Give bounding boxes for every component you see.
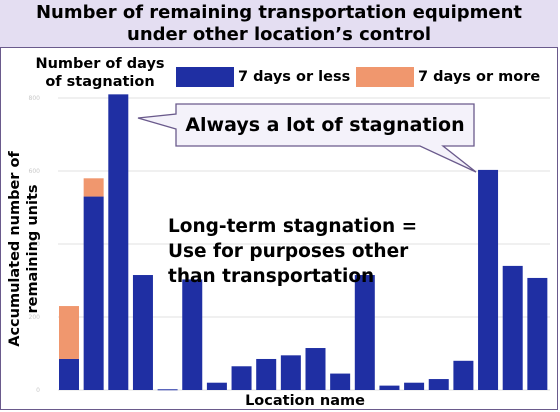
legend-item-long: 7 days or more <box>356 67 540 87</box>
bar-7-days-or-more <box>83 178 104 197</box>
bar-7-days-or-less <box>206 382 227 390</box>
legend-label-short: 7 days or less <box>238 69 351 85</box>
y-tick-label: 800 <box>29 95 41 102</box>
y-tick-label: 0 <box>36 387 40 394</box>
bar-7-days-or-more <box>59 306 79 359</box>
legend-item-short: 7 days or less <box>176 67 350 87</box>
annotation-line-2: Use for purposes other <box>168 241 409 262</box>
bar-7-days-or-less <box>428 379 449 390</box>
annotation-text: Long-term stagnation = Use for purposes … <box>168 214 468 289</box>
y-tick-label: 200 <box>29 314 41 321</box>
callout-bubble <box>137 103 477 173</box>
legend-title-line-2: of stagnation <box>45 74 155 90</box>
bar-7-days-or-less <box>83 196 104 390</box>
bar-7-days-or-less <box>453 360 474 390</box>
y-tick-label: 400 <box>29 241 41 248</box>
bar-7-days-or-less <box>108 94 129 390</box>
bar-7-days-or-less <box>478 169 499 390</box>
bars <box>59 94 548 391</box>
bar-7-days-or-less <box>132 275 153 390</box>
annotation-line-1: Long-term stagnation = <box>168 216 418 237</box>
bar-7-days-or-less <box>527 277 548 390</box>
chart-title: Number of remaining transportation equip… <box>0 0 558 48</box>
y-tick-label: 600 <box>29 168 41 175</box>
bar-7-days-or-less <box>354 275 375 390</box>
chart-title-line-1: Number of remaining transportation equip… <box>35 1 523 23</box>
legend-label-long: 7 days or more <box>418 69 541 85</box>
bar-7-days-or-less <box>502 265 523 390</box>
y-tick-labels: 0 200 400 600 800 <box>29 95 41 394</box>
legend-swatch-short <box>176 67 234 87</box>
bar-7-days-or-less <box>182 279 203 390</box>
bar-7-days-or-less <box>305 348 326 390</box>
callout-text: Always a lot of stagnation <box>185 114 465 136</box>
x-axis-label: Location name <box>245 393 365 409</box>
annotation-line-3: than transportation <box>168 266 375 287</box>
bar-7-days-or-less <box>280 355 301 390</box>
y-axis-label: Accumulated number of remaining units <box>7 151 41 347</box>
chart-title-line-2: under other location’s control <box>127 23 431 45</box>
bar-7-days-or-less <box>379 385 400 390</box>
legend-title-line-1: Number of days <box>35 56 165 72</box>
bar-7-days-or-less <box>59 358 79 390</box>
legend-title: Number of days of stagnation <box>30 55 170 91</box>
bar-7-days-or-less <box>404 382 425 390</box>
bar-7-days-or-less <box>330 373 351 390</box>
bar-7-days-or-less <box>256 358 277 390</box>
callout-bubble-shape <box>137 103 477 173</box>
bar-7-days-or-less <box>231 366 252 390</box>
legend-swatch-long <box>356 67 414 87</box>
bar-7-days-or-less <box>157 389 178 391</box>
